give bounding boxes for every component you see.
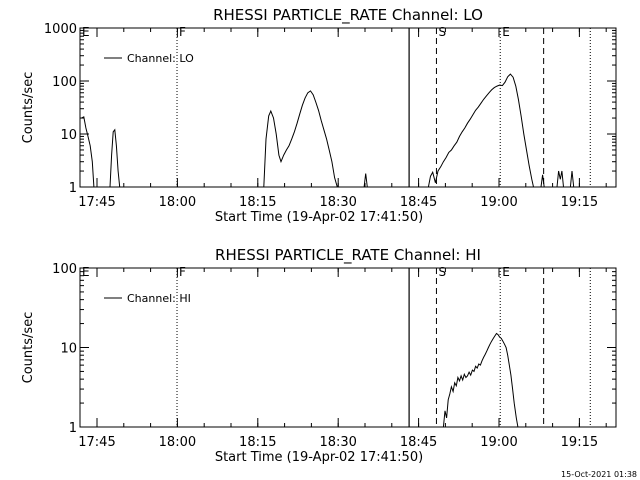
corner-label: E bbox=[82, 265, 90, 279]
x-tick-label: 18:45 bbox=[400, 435, 437, 450]
y-tick-label: 1000 bbox=[44, 22, 77, 37]
event-marker-label: E bbox=[502, 265, 510, 279]
x-tick-label: 19:00 bbox=[480, 435, 517, 450]
series-line bbox=[427, 73, 534, 188]
event-marker-label: S bbox=[438, 25, 446, 39]
data-series bbox=[81, 73, 575, 188]
chart-title: RHESSI PARTICLE_RATE Channel: LO bbox=[213, 6, 483, 25]
corner-label: E bbox=[82, 25, 90, 39]
event-marker-label: F bbox=[179, 25, 186, 39]
y-axis-label: Counts/sec bbox=[21, 312, 36, 384]
y-tick-label: 100 bbox=[52, 262, 77, 277]
series-line bbox=[109, 128, 121, 188]
x-tick-label: 17:45 bbox=[78, 435, 115, 450]
series-line bbox=[263, 90, 338, 188]
event-marker-label: S bbox=[438, 265, 446, 279]
plot-frame bbox=[79, 27, 617, 188]
y-tick-label: 1 bbox=[69, 181, 77, 196]
legend-entry: Channel: HI bbox=[127, 292, 191, 305]
event-marker-label: F bbox=[179, 265, 186, 279]
x-axis-label: Start Time (19-Apr-02 17:41:50) bbox=[215, 450, 423, 465]
x-tick-label: 18:15 bbox=[239, 435, 276, 450]
x-tick-label: 18:00 bbox=[159, 195, 196, 210]
y-tick-label: 10 bbox=[60, 342, 77, 357]
legend-entry: Channel: LO bbox=[127, 52, 194, 65]
x-tick-label: 18:15 bbox=[239, 195, 276, 210]
chart-panel-lo: RHESSI PARTICLE_RATE Channel: LO 17:45 18… bbox=[21, 6, 617, 225]
y-tick-label: 10 bbox=[60, 128, 77, 143]
x-tick-label: 19:15 bbox=[561, 435, 598, 450]
x-axis-label: Start Time (19-Apr-02 17:41:50) bbox=[215, 210, 423, 225]
legend: Channel: LO bbox=[104, 52, 194, 65]
y-tick-label: 100 bbox=[52, 75, 77, 90]
y-axis-label: Counts/sec bbox=[21, 72, 36, 144]
series-line bbox=[556, 170, 564, 188]
x-tick-label: 18:45 bbox=[400, 195, 437, 210]
x-tick-label: 18:00 bbox=[159, 435, 196, 450]
series-line bbox=[540, 174, 545, 188]
axes-group: 17:45 18:00 18:15 18:30 18:45 19:00 19:15 1 10 10… bbox=[44, 22, 616, 210]
x-tick-label: 17:45 bbox=[78, 195, 115, 210]
series-line bbox=[81, 116, 95, 188]
x-tick-label: 19:15 bbox=[561, 195, 598, 210]
x-tick-label: 18:30 bbox=[319, 435, 356, 450]
y-tick-label: 1 bbox=[69, 421, 77, 436]
series-line bbox=[363, 173, 368, 188]
chart-title: RHESSI PARTICLE_RATE Channel: HI bbox=[215, 246, 481, 265]
series-line bbox=[442, 332, 519, 428]
x-tick-label: 18:30 bbox=[319, 195, 356, 210]
x-tick-label: 19:00 bbox=[480, 195, 517, 210]
chart-panel-hi: RHESSI PARTICLE_RATE Channel: HI 17:45 18… bbox=[21, 246, 617, 465]
series-line bbox=[569, 170, 575, 188]
axes-group: 17:45 18:00 18:15 18:30 18:45 19:00 19:15 1 10 10… bbox=[52, 262, 616, 450]
footer-timestamp: 15-Oct-2021 01:38 bbox=[561, 470, 637, 479]
data-series bbox=[442, 332, 519, 428]
event-marker-label: E bbox=[502, 25, 510, 39]
legend: Channel: HI bbox=[104, 292, 191, 305]
